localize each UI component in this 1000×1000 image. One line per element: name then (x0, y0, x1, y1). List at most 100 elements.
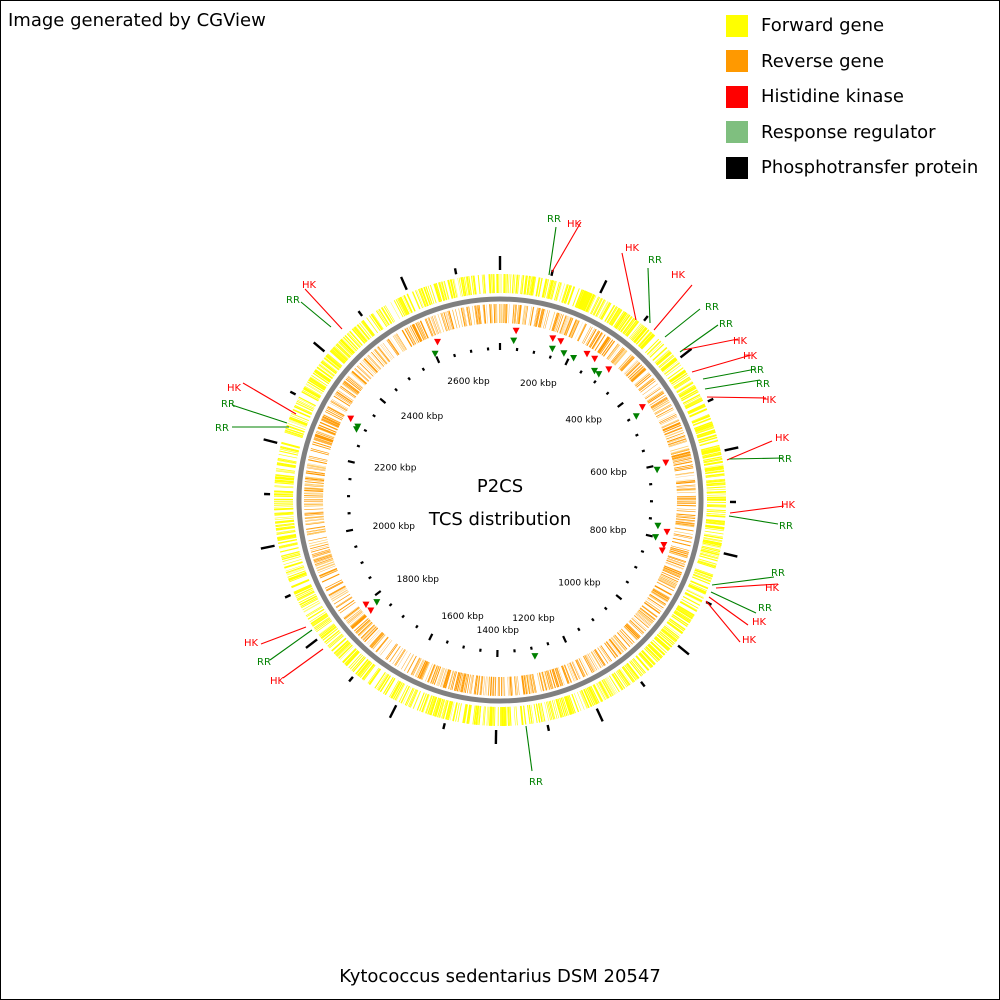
forward-gene-bar (284, 561, 303, 569)
forward-gene-bar (671, 373, 688, 385)
reverse-gene-bar (430, 316, 438, 335)
forward-gene-bar (696, 429, 715, 436)
response-regulator-marker (595, 371, 603, 378)
forward-gene-bar (437, 698, 443, 718)
reverse-gene-bar (393, 335, 405, 352)
reverse-gene-bar (638, 377, 654, 390)
forward-gene-bar (277, 459, 297, 464)
reverse-gene-bar (340, 385, 357, 397)
forward-gene-bar (564, 285, 571, 304)
forward-gene-bar (632, 658, 646, 674)
forward-gene-bar (608, 675, 620, 693)
reverse-gene-bar (544, 671, 551, 690)
reverse-gene-bar (652, 401, 670, 412)
reverse-gene-bar (312, 550, 331, 557)
reverse-gene-bar (443, 669, 450, 688)
forward-gene-bar (509, 706, 512, 726)
reverse-gene-bar (319, 569, 338, 578)
forward-gene-bar (376, 310, 388, 327)
forward-gene-bar (309, 377, 326, 389)
forward-gene-bar (276, 531, 296, 535)
outer-tick (599, 279, 608, 294)
callout-line (728, 457, 784, 460)
forward-gene-bar (337, 643, 352, 658)
forward-gene-bar (452, 702, 458, 722)
forward-gene-bar (679, 387, 697, 398)
hk-callout-label: HK (302, 280, 317, 291)
forward-gene-bar (309, 377, 327, 389)
forward-gene-bar (648, 643, 663, 658)
forward-gene-bar (349, 330, 363, 346)
forward-gene-bar (706, 479, 726, 483)
hk-callout-label: HK (775, 433, 790, 444)
reverse-gene-bar (364, 627, 379, 643)
rr-callout-label: RR (750, 365, 764, 376)
reverse-gene-bar (377, 346, 390, 362)
reverse-gene-bar (676, 487, 696, 490)
forward-gene-bar (412, 291, 421, 310)
forward-gene-bar (277, 536, 297, 542)
reverse-gene-bar (352, 371, 367, 384)
forward-gene-bar (546, 279, 552, 299)
forward-gene-bar (295, 588, 313, 597)
forward-gene-bar (680, 389, 698, 400)
reverse-gene-bar (647, 392, 665, 404)
forward-gene-bar (357, 324, 371, 340)
forward-gene-bar (698, 558, 717, 565)
reverse-gene-bar (404, 328, 415, 346)
forward-gene-bar (286, 568, 305, 576)
forward-gene-bar (684, 398, 703, 408)
reverse-gene-bar (395, 649, 406, 666)
reverse-gene-bar (673, 459, 692, 464)
hk-callout-label: HK (762, 395, 777, 406)
reverse-gene-bar (675, 478, 695, 482)
reverse-gene-bar (676, 479, 696, 483)
forward-gene-bar (705, 519, 725, 523)
reverse-gene-bar (304, 484, 324, 487)
forward-gene-bar (597, 682, 608, 700)
forward-gene-bar (613, 672, 626, 689)
forward-gene-bar (694, 569, 713, 577)
forward-gene-bar (312, 615, 329, 627)
forward-gene-bar (342, 648, 356, 662)
reverse-gene-bar (420, 661, 429, 680)
reverse-gene-bar (425, 318, 434, 337)
reverse-gene-bar (541, 309, 546, 328)
reverse-gene-bar (608, 639, 621, 655)
reverse-gene-bar (597, 336, 609, 353)
forward-gene-bar (313, 617, 330, 629)
forward-gene-bar (583, 688, 593, 707)
forward-gene-bar (674, 378, 692, 390)
forward-gene-bar (430, 284, 437, 304)
forward-gene-bar (700, 549, 720, 555)
inner-tick (564, 358, 570, 366)
forward-gene-bar (697, 560, 717, 566)
reverse-gene-bar (336, 391, 353, 403)
forward-gene-bar (640, 333, 654, 348)
reverse-gene-bar (675, 474, 695, 478)
reverse-gene-bar (556, 314, 564, 333)
forward-gene-bar (628, 323, 642, 339)
forward-gene-bar (404, 687, 414, 706)
forward-gene-bar (376, 673, 387, 690)
reverse-gene-bar (505, 304, 508, 324)
reverse-gene-bar (325, 409, 343, 419)
reverse-gene-bar (676, 513, 696, 517)
callout-line (679, 324, 719, 353)
forward-gene-bar (702, 540, 722, 546)
forward-gene-bar (349, 654, 364, 670)
forward-gene-bar (586, 294, 595, 313)
callout-line (711, 576, 775, 586)
reverse-gene-bar (555, 667, 563, 686)
forward-gene-bar (277, 460, 297, 465)
forward-gene-bar (347, 332, 362, 347)
reverse-gene-bar (369, 631, 383, 647)
outer-tick (595, 708, 604, 722)
reverse-gene-bar (460, 307, 466, 327)
reverse-gene-bar (386, 644, 398, 661)
reverse-gene-bar (647, 597, 664, 609)
forward-gene-bar (276, 463, 296, 468)
hk-callout-label: HK (244, 638, 259, 649)
callout-line (705, 600, 741, 643)
center-subtitle: TCS distribution (428, 509, 571, 530)
